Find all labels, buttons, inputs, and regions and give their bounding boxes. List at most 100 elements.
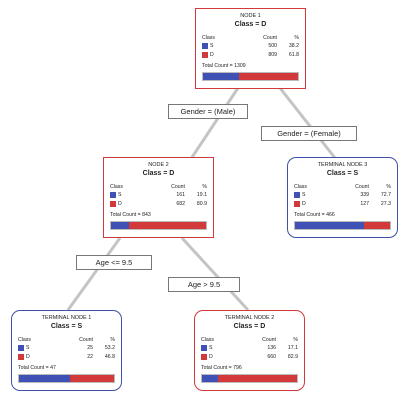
edge-node2-terminal2: [180, 236, 250, 312]
row-count: 682: [176, 201, 185, 207]
class-bar: [294, 221, 391, 230]
node-title: TERMINAL NODE 2: [224, 315, 275, 321]
row-label: D: [118, 201, 122, 207]
bar-segment-s: [19, 375, 70, 382]
row-label: S: [118, 192, 122, 198]
bar-segment-d: [364, 222, 390, 229]
col-count: Count: [355, 184, 369, 190]
swatch-d: [294, 201, 300, 207]
row-pct: 61.8: [288, 52, 299, 58]
swatch-s: [110, 192, 116, 198]
col-pct: %: [294, 35, 299, 41]
row-count: 339: [360, 192, 369, 198]
row-d: D 127 27.3: [294, 200, 391, 208]
row-count: 136: [267, 345, 276, 351]
node-title: TERMINAL NODE 3: [317, 162, 368, 168]
row-count: 660: [267, 354, 276, 360]
total-count: Total Count = 1309: [202, 63, 246, 69]
swatch-d: [201, 354, 207, 360]
node-class-label: Class = D: [233, 323, 266, 330]
total-count: Total Count = 466: [294, 212, 335, 218]
node-title: NODE 1: [240, 13, 261, 19]
total-count: Total Count = 843: [110, 212, 151, 218]
node-table-header: Class Count %: [294, 183, 391, 191]
node-title: TERMINAL NODE 1: [41, 315, 92, 321]
class-bar: [110, 221, 207, 230]
row-s: S 136 17.1: [201, 344, 298, 352]
col-pct: %: [293, 337, 298, 343]
node-table-header: Class Count %: [18, 336, 115, 344]
row-count: 500: [268, 43, 277, 49]
col-count: Count: [171, 184, 185, 190]
col-class: Class: [201, 337, 214, 343]
terminal-node-3: TERMINAL NODE 3 Class = S Class Count % …: [287, 157, 398, 238]
node-1: NODE 1 Class = D Class Count % S 500 38.…: [195, 8, 306, 89]
row-pct: 19.1: [196, 192, 207, 198]
row-pct: 17.1: [287, 345, 298, 351]
node-class-label: Class = D: [142, 170, 175, 177]
row-d: D 809 61.8: [202, 51, 299, 59]
split-gender-female: Gender = (Female): [261, 126, 357, 141]
row-s: S 500 38.2: [202, 42, 299, 50]
total-count: Total Count = 796: [201, 365, 242, 371]
bar-segment-s: [203, 73, 240, 80]
swatch-s: [18, 345, 24, 351]
node-class-label: Class = S: [326, 170, 359, 177]
row-pct: 38.2: [288, 43, 299, 49]
col-class: Class: [294, 184, 307, 190]
row-pct: 72.7: [380, 192, 391, 198]
col-count: Count: [262, 337, 276, 343]
row-pct: 27.3: [380, 201, 391, 207]
col-count: Count: [263, 35, 277, 41]
row-count: 161: [176, 192, 185, 198]
row-pct: 82.9: [287, 354, 298, 360]
row-count: 25: [87, 345, 93, 351]
bar-segment-d: [69, 375, 114, 382]
node-class-label: Class = S: [50, 323, 83, 330]
swatch-s: [294, 192, 300, 198]
swatch-d: [110, 201, 116, 207]
row-pct: 80.9: [196, 201, 207, 207]
col-class: Class: [110, 184, 123, 190]
edge-node1-terminal3: [278, 87, 337, 159]
bar-segment-d: [239, 73, 298, 80]
split-gender-male: Gender = (Male): [168, 104, 248, 119]
row-label: S: [302, 192, 306, 198]
row-s: S 25 53.2: [18, 344, 115, 352]
row-label: D: [210, 52, 214, 58]
row-pct: 46.8: [104, 354, 115, 360]
node-table-header: Class Count %: [201, 336, 298, 344]
row-label: S: [210, 43, 214, 49]
row-label: S: [209, 345, 213, 351]
row-d: D 660 82.9: [201, 353, 298, 361]
row-label: D: [26, 354, 30, 360]
split-age-gt: Age > 9.5: [168, 277, 240, 292]
swatch-s: [201, 345, 207, 351]
row-label: D: [209, 354, 213, 360]
terminal-node-2: TERMINAL NODE 2 Class = D Class Count % …: [194, 310, 305, 391]
bar-segment-s: [111, 222, 130, 229]
bar-segment-d: [218, 375, 297, 382]
row-count: 809: [268, 52, 277, 58]
class-bar: [202, 72, 299, 81]
row-pct: 53.2: [104, 345, 115, 351]
row-count: 22: [87, 354, 93, 360]
swatch-s: [202, 43, 208, 49]
bar-segment-d: [129, 222, 206, 229]
bar-segment-s: [202, 375, 219, 382]
class-bar: [18, 374, 115, 383]
col-pct: %: [110, 337, 115, 343]
col-count: Count: [79, 337, 93, 343]
total-count: Total Count = 47: [18, 365, 56, 371]
col-class: Class: [202, 35, 215, 41]
row-count: 127: [360, 201, 369, 207]
split-age-le: Age <= 9.5: [76, 255, 152, 270]
row-s: S 161 19.1: [110, 191, 207, 199]
node-table-header: Class Count %: [110, 183, 207, 191]
row-d: D 682 80.9: [110, 200, 207, 208]
node-class-label: Class = D: [234, 21, 267, 28]
node-title: NODE 2: [148, 162, 169, 168]
bar-segment-s: [295, 222, 365, 229]
swatch-d: [202, 52, 208, 58]
row-label: D: [302, 201, 306, 207]
